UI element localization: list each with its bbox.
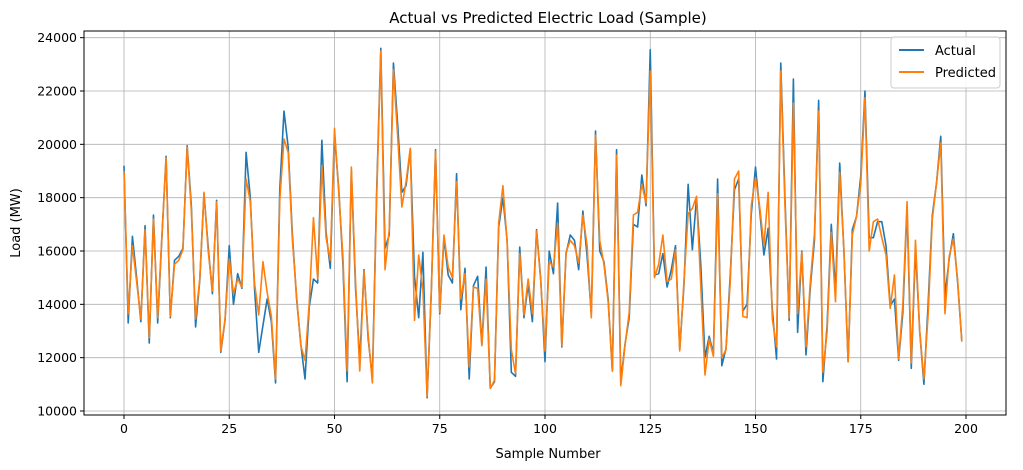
y-tick-label: 18000 <box>37 190 77 205</box>
series-group <box>123 47 963 399</box>
y-tick-label: 12000 <box>37 350 77 365</box>
x-tick-label: 175 <box>849 421 873 436</box>
x-tick-label: 25 <box>221 421 237 436</box>
y-tick-label: 24000 <box>37 30 77 45</box>
chart-title: Actual vs Predicted Electric Load (Sampl… <box>389 9 706 27</box>
series-line-actual <box>123 47 963 399</box>
x-tick-label: 100 <box>533 421 557 436</box>
x-tick-label: 0 <box>120 421 128 436</box>
y-tick-label: 20000 <box>37 137 77 152</box>
y-tick-label: 14000 <box>37 297 77 312</box>
legend: Actual Predicted <box>890 36 1001 89</box>
x-axis: 0 25 50 75 100 125 150 175 200 <box>120 415 978 436</box>
y-axis-label: Load (MW) <box>9 188 24 258</box>
legend-label-actual: Actual <box>935 44 976 59</box>
y-axis: 10000 12000 14000 16000 18000 20000 22000 24000 <box>37 30 84 419</box>
x-axis-label: Sample Number <box>495 447 601 462</box>
series-line-predicted <box>123 50 963 398</box>
x-tick-label: 75 <box>432 421 448 436</box>
x-tick-label: 150 <box>744 421 768 436</box>
x-tick-label: 50 <box>327 421 343 436</box>
x-tick-label: 200 <box>954 421 978 436</box>
x-tick-label: 125 <box>638 421 662 436</box>
y-tick-label: 22000 <box>37 84 77 99</box>
y-tick-label: 16000 <box>37 244 77 259</box>
y-tick-label: 10000 <box>37 404 77 419</box>
legend-label-predicted: Predicted <box>935 66 996 81</box>
